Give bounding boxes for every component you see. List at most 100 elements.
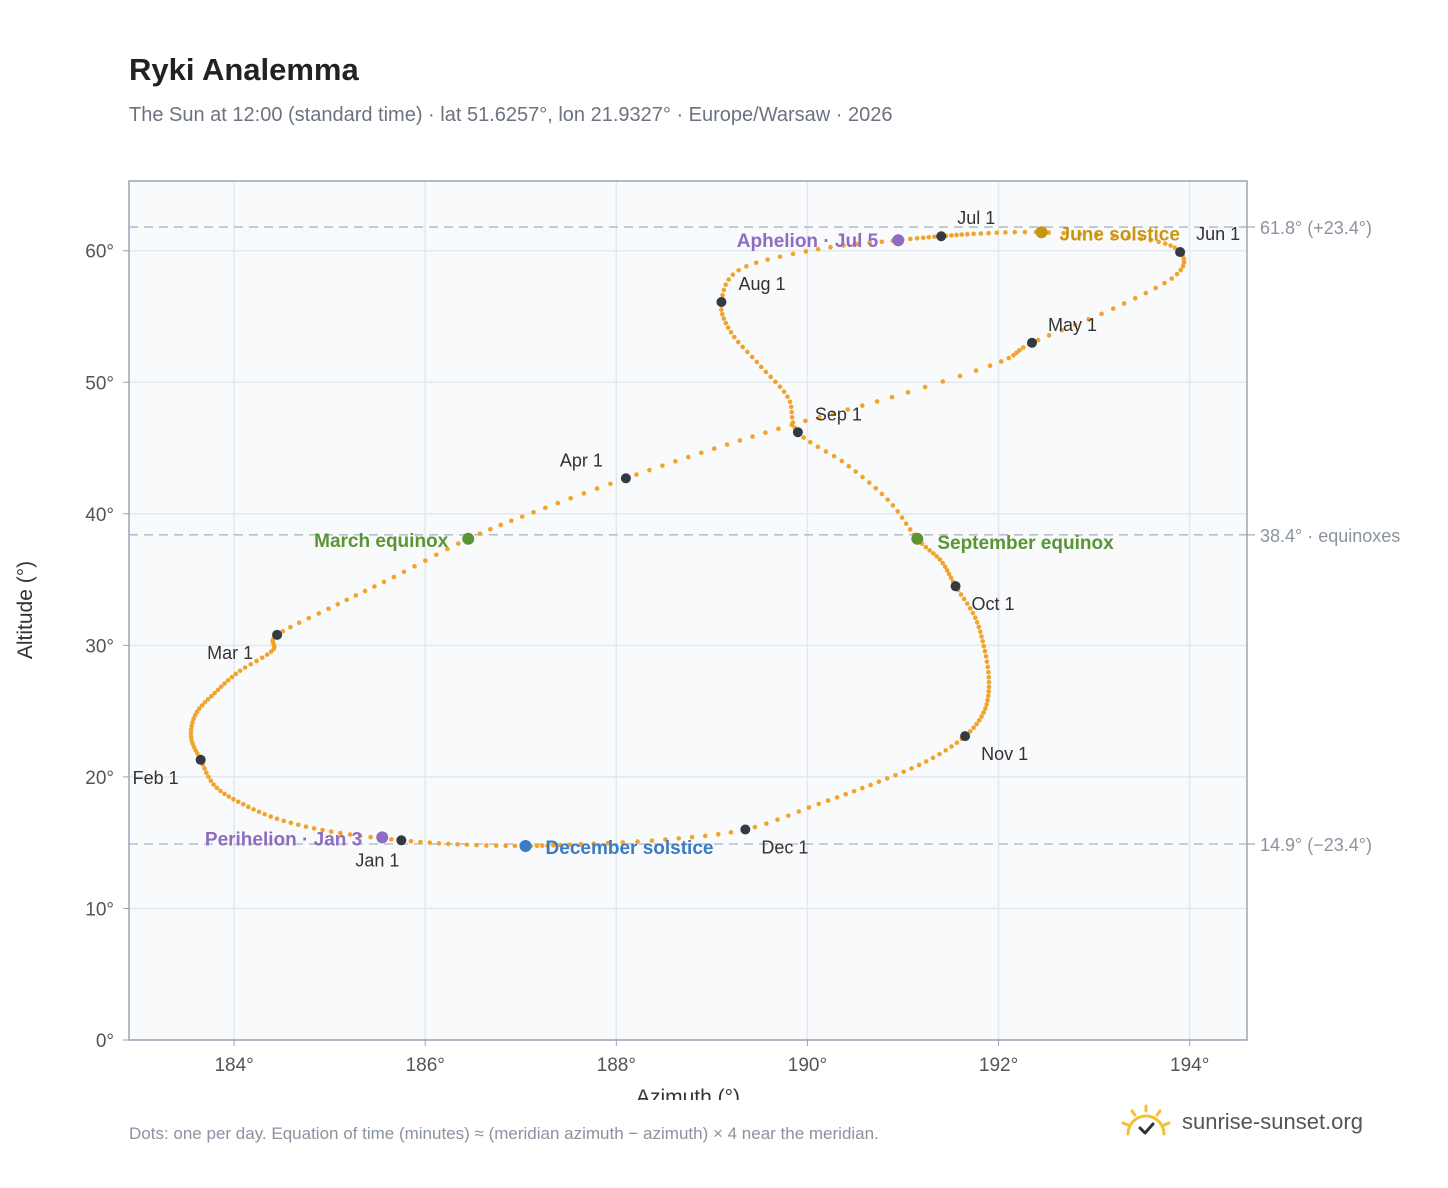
daily-dot [964,601,970,606]
daily-dot [320,827,325,833]
daily-dot [1094,232,1100,238]
daily-dot [721,287,727,293]
daily-dot [789,409,795,415]
daily-dot [1181,260,1187,265]
daily-dot [242,665,248,670]
daily-dot [976,624,982,630]
daily-dot [982,706,988,711]
daily-dot [740,344,745,350]
daily-dot [464,842,470,848]
analemma-track [188,229,1187,849]
daily-dot [786,813,791,818]
daily-dot [401,569,407,575]
event-marker-label: December solstice [546,838,714,859]
daily-dot [226,794,232,799]
daily-dot [1020,345,1026,350]
daily-dot [958,592,964,597]
daily-dot [268,814,273,819]
event-marker-label: March equinox [314,531,449,552]
daily-dot [749,354,755,360]
daily-dot [807,439,813,445]
daily-dot [841,243,846,248]
daily-dot [970,610,976,616]
daily-dot [986,689,992,694]
daily-dot [930,755,936,761]
daily-dot [976,718,982,723]
daily-dot [199,703,205,708]
month-marker-dot [792,427,803,438]
daily-dot [1099,311,1104,317]
daily-dot [803,418,808,424]
daily-dot [719,307,724,312]
daily-dot [545,843,550,848]
reference-line-label: 38.4° · equinoxes [1260,526,1400,546]
daily-dot [498,522,504,528]
event-marker-dot [911,532,924,545]
brand[interactable]: sunrise-sunset.org [1120,1102,1363,1142]
daily-dot [408,838,414,844]
daily-dot [846,463,852,469]
daily-dot [1168,243,1173,248]
daily-dot [1143,290,1149,296]
daily-dot [903,521,909,526]
month-marker-dot [1027,337,1037,348]
daily-dot [930,551,936,556]
month-marker-dot [620,473,631,484]
daily-dot [689,834,695,840]
daily-dot [254,658,259,664]
daily-dot [1072,322,1078,328]
x-tick-label: 190° [788,1055,827,1076]
daily-dot [954,232,959,238]
daily-dot [973,368,979,373]
daily-dot [725,325,731,330]
daily-dot [905,390,911,395]
daily-dot [477,531,483,536]
daily-dot [860,474,865,480]
daily-dot [1148,237,1153,243]
event-marker-label: Perihelion · Jan 3 [205,829,362,850]
daily-dot [790,251,796,257]
daily-dot [971,725,976,731]
daily-dot [338,830,343,836]
daily-dot [764,821,769,826]
daily-dot [965,231,970,237]
daily-dot [937,557,943,562]
daily-dot [949,233,954,238]
y-tick-label: 10° [85,899,114,920]
daily-dot [353,593,359,598]
daily-dot [796,809,802,814]
daily-dot [1003,230,1008,235]
daily-dot [208,778,214,784]
event-marker-dot [462,532,475,545]
daily-dot [237,668,243,674]
daily-dot [488,526,493,532]
month-marker-dot [960,731,971,742]
daily-dot [209,693,214,699]
month-marker-label: Nov 1 [981,744,1028,764]
daily-dot [843,791,849,797]
month-marker-label: May 1 [1048,315,1097,335]
daily-dot [923,759,929,764]
daily-dot [765,257,770,262]
x-tick-label: 188° [597,1055,636,1076]
daily-dot [190,720,195,725]
daily-dot [860,785,865,791]
daily-dot [815,444,821,450]
x-axis-ticks: 184° 186° 188° 190° 192° 194° [214,1040,1209,1076]
daily-dot [909,766,914,771]
y-axis-ticks: 0° 10° 20° 30° 40° 50° 60° [85,242,129,1052]
daily-dot [957,373,963,379]
daily-dot [245,804,251,810]
event-marker-dot [376,831,389,844]
daily-dot [211,782,216,787]
daily-dot [949,744,954,749]
daily-dot [474,842,479,848]
daily-dot [1178,267,1184,273]
daily-dot [703,833,708,839]
daily-dot [215,687,221,693]
month-marker-label: Aug 1 [738,274,785,294]
daily-dot [248,661,254,667]
daily-dot [335,601,341,607]
footnote: Dots: one per day. Equation of time (min… [129,1124,879,1143]
month-marker-dot [740,824,751,835]
